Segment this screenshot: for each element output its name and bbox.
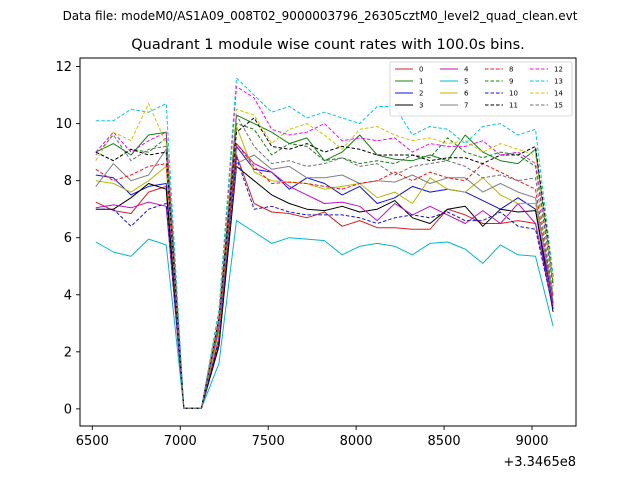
x-tick-label: 7000 bbox=[164, 434, 197, 449]
series-line-11 bbox=[95, 117, 554, 409]
legend-label-15: 15 bbox=[554, 102, 563, 110]
series-line-13 bbox=[95, 77, 554, 409]
legend-label-2: 2 bbox=[419, 90, 423, 98]
series-line-3 bbox=[95, 165, 554, 409]
series-line-0 bbox=[95, 154, 554, 409]
legend-label-11: 11 bbox=[509, 102, 518, 110]
legend-label-1: 1 bbox=[419, 78, 423, 86]
series-line-6 bbox=[95, 126, 554, 409]
series-line-2 bbox=[95, 145, 554, 409]
y-tick-label: 10 bbox=[55, 117, 72, 132]
x-offset-text: +3.3465e8 bbox=[503, 455, 576, 470]
legend-label-10: 10 bbox=[509, 90, 518, 98]
legend-label-3: 3 bbox=[419, 102, 423, 110]
legend-label-9: 9 bbox=[509, 78, 513, 86]
series-line-10 bbox=[95, 157, 554, 409]
x-tick-label: 6500 bbox=[76, 434, 109, 449]
series-line-5 bbox=[95, 220, 554, 409]
legend-label-13: 13 bbox=[554, 78, 563, 86]
series-line-9 bbox=[95, 123, 554, 409]
x-tick-label: 8500 bbox=[428, 434, 461, 449]
x-tick-label: 9000 bbox=[515, 434, 548, 449]
x-tick-label: 8000 bbox=[340, 434, 373, 449]
y-tick-label: 4 bbox=[64, 288, 72, 303]
legend-box bbox=[389, 61, 573, 117]
legend-label-8: 8 bbox=[509, 66, 513, 74]
legend-label-12: 12 bbox=[554, 66, 563, 74]
series-line-12 bbox=[95, 86, 554, 409]
legend-label-4: 4 bbox=[464, 66, 469, 74]
chart-title: Quadrant 1 module wise count rates with … bbox=[131, 37, 525, 53]
y-tick-label: 8 bbox=[64, 174, 72, 189]
legend-label-0: 0 bbox=[419, 66, 423, 74]
x-tick-label: 7500 bbox=[252, 434, 285, 449]
y-tick-label: 0 bbox=[64, 402, 72, 417]
legend-label-7: 7 bbox=[464, 102, 468, 110]
y-tick-label: 12 bbox=[55, 60, 72, 75]
plot-area-frame bbox=[79, 57, 577, 427]
chart-suptitle: Data file: modeM0/AS1A09_008T02_90000037… bbox=[63, 9, 578, 23]
series-line-14 bbox=[95, 103, 554, 409]
y-tick-label: 2 bbox=[64, 345, 72, 360]
series-line-15 bbox=[95, 114, 554, 409]
legend-label-6: 6 bbox=[464, 90, 469, 98]
legend-label-14: 14 bbox=[554, 90, 563, 98]
legend-label-5: 5 bbox=[464, 78, 468, 86]
y-tick-label: 6 bbox=[64, 231, 72, 246]
